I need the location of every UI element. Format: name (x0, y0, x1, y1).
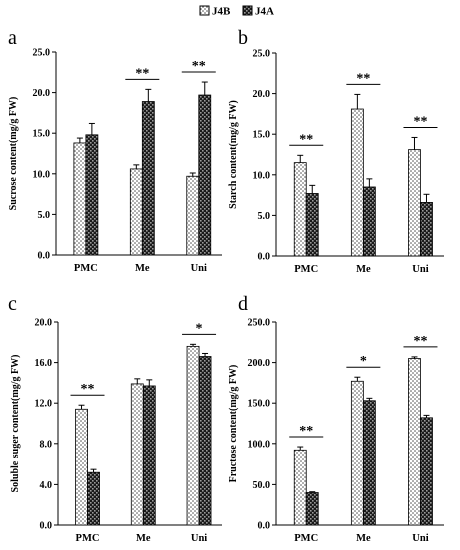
y-tick-label: 0.0 (38, 251, 51, 262)
bar-j4b-me (129, 168, 143, 256)
y-axis-label: Starch content(mg/g FW) (228, 100, 239, 209)
y-axis-label: Sucrose content(mg/g FW) (8, 97, 19, 211)
y-tick-label: 10.0 (253, 170, 271, 181)
x-tick-label: Uni (191, 263, 207, 274)
bar-j4b-uni (186, 345, 200, 526)
x-tick-label: Me (136, 533, 151, 544)
bar-j4a-pmc (305, 193, 319, 257)
chart-panel-a: a 0.0 5.0 10.0 15.0 20.0 25.0 Sucrose content(m… (8, 27, 222, 274)
y-tick-label: 0.0 (40, 521, 53, 532)
bar-j4a-me (141, 101, 155, 256)
bar-j4b-me (130, 383, 144, 526)
y-tick-label: 4.0 (40, 480, 53, 491)
bar-j4b-uni (186, 175, 200, 256)
y-tick-label: 8.0 (40, 439, 53, 450)
significance-label: ** (135, 66, 149, 81)
y-tick-label: 5.0 (258, 211, 271, 222)
y-tick-label: 20.0 (35, 318, 53, 329)
bar-j4b-pmc (293, 449, 307, 526)
significance-label: ** (413, 114, 427, 129)
panel-letter: d (238, 293, 248, 315)
y-tick-label: 50.0 (253, 480, 271, 491)
bar-j4b-uni (408, 358, 421, 526)
x-tick-label: Me (356, 264, 371, 275)
bar-j4a-pmc (85, 134, 99, 256)
y-axis-label: Soluble suger content(mg/g FW) (10, 355, 21, 493)
legend-swatch-j4a (242, 5, 253, 16)
bar-j4a-uni (420, 202, 433, 257)
significance-label: ** (192, 59, 206, 74)
panel-letter: a (8, 27, 17, 49)
y-tick-label: 25.0 (33, 48, 51, 59)
bar-j4a-uni (420, 417, 433, 526)
y-tick-label: 10.0 (33, 169, 51, 180)
bar-j4b-uni (408, 149, 421, 257)
chart-panel-d: d 0.0 50.0 100.0 150.0 200.0 250.0 Fructose con… (228, 293, 444, 544)
legend-label-j4a: J4A (255, 6, 274, 18)
panel-letter: c (8, 293, 17, 315)
x-tick-label: Uni (191, 533, 207, 544)
chart-panel-b: b 0.0 5.0 10.0 15.0 20.0 25.0 Starch content(mg… (228, 27, 444, 275)
y-tick-label: 150.0 (248, 399, 271, 410)
legend-swatch-j4b (199, 5, 210, 16)
y-tick-label: 200.0 (248, 358, 271, 369)
y-tick-label: 15.0 (33, 129, 51, 140)
significance-label: * (196, 321, 203, 336)
x-tick-label: PMC (74, 263, 98, 274)
x-tick-label: Uni (412, 264, 428, 275)
bar-j4a-me (362, 186, 376, 257)
y-tick-label: 15.0 (253, 130, 271, 141)
y-tick-label: 0.0 (258, 521, 271, 532)
significance-label: * (360, 354, 367, 369)
y-tick-label: 100.0 (248, 439, 271, 450)
legend: J4B J4A (199, 5, 274, 18)
bar-j4a-uni (198, 94, 212, 256)
legend-label-j4b: J4B (212, 6, 231, 18)
bar-j4b-me (350, 380, 364, 526)
chart-panel-c: c 0.0 4.0 8.0 12.0 16.0 20.0 Soluble suger cont… (8, 293, 222, 544)
significance-label: ** (299, 424, 313, 439)
y-tick-label: 16.0 (35, 358, 53, 369)
x-tick-label: Me (135, 263, 150, 274)
x-tick-label: Me (356, 533, 371, 544)
y-tick-label: 25.0 (253, 49, 271, 60)
x-tick-label: Uni (412, 533, 428, 544)
bar-j4a-uni (198, 356, 212, 526)
x-tick-label: PMC (76, 533, 100, 544)
significance-label: ** (299, 132, 313, 147)
bar-j4b-pmc (293, 162, 307, 257)
significance-label: ** (81, 382, 95, 397)
x-tick-label: PMC (294, 533, 318, 544)
y-tick-label: 5.0 (38, 210, 51, 221)
bar-j4b-pmc (73, 142, 87, 256)
panel-letter: b (238, 27, 248, 49)
significance-label: ** (413, 334, 427, 349)
y-tick-label: 20.0 (253, 89, 271, 100)
bar-j4a-me (142, 385, 156, 526)
bar-j4a-pmc (87, 471, 100, 526)
bar-j4b-pmc (75, 408, 88, 526)
y-tick-label: 12.0 (35, 399, 53, 410)
bar-j4b-me (350, 108, 364, 257)
bar-j4a-pmc (305, 492, 319, 526)
significance-label: ** (356, 71, 370, 86)
x-tick-label: PMC (294, 264, 318, 275)
y-tick-label: 20.0 (33, 88, 51, 99)
y-axis-label: Fructose content(mg/g FW) (228, 365, 239, 483)
bar-j4a-me (362, 400, 376, 526)
y-tick-label: 250.0 (248, 318, 271, 329)
y-tick-label: 0.0 (258, 252, 271, 263)
